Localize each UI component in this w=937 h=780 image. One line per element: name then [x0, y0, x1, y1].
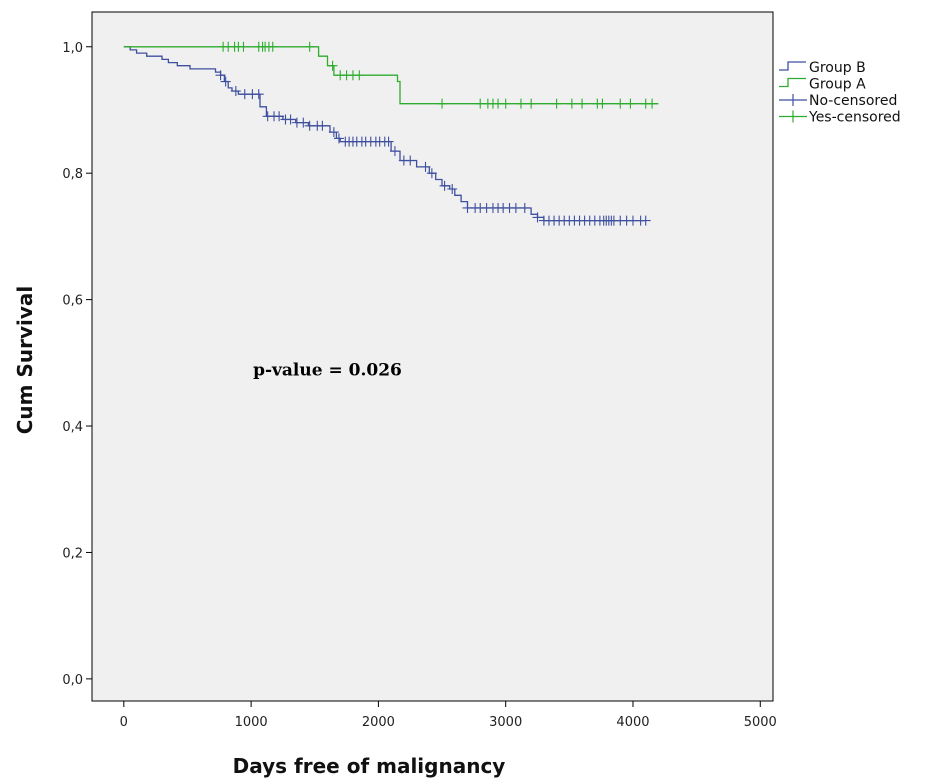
censor-mark	[625, 98, 636, 109]
censor-mark	[328, 127, 339, 138]
censor-mark	[597, 98, 608, 109]
y-tick-label: 0,6	[62, 294, 83, 309]
x-tick-label: 4000	[616, 715, 649, 730]
legend-cross	[779, 94, 807, 106]
plot-area	[91, 11, 774, 702]
legend-swatch	[779, 77, 806, 88]
y-tick-label: 1,0	[62, 41, 83, 56]
y-tick-label: 0,8	[62, 167, 83, 182]
legend-swatch	[779, 61, 806, 71]
y-tick-label: 0,4	[62, 420, 83, 435]
censor-mark	[354, 70, 365, 81]
x-tick-label: 5000	[744, 715, 777, 730]
legend-label: Group B	[809, 60, 866, 76]
x-tick-label: 2000	[362, 715, 395, 730]
censor-mark	[253, 89, 264, 100]
censor-mark	[532, 212, 543, 223]
censor-mark	[267, 41, 278, 52]
censor-mark	[304, 41, 315, 52]
censor-mark	[510, 202, 521, 213]
p-value-annotation: p-value = 0.026	[253, 360, 402, 380]
x-tick-label: 0	[120, 715, 128, 730]
censor-mark	[640, 215, 651, 226]
censor-mark	[526, 98, 537, 109]
legend-label: Group A	[809, 77, 866, 93]
censor-mark	[298, 117, 309, 128]
x-axis-title: Days free of malignancy	[233, 754, 506, 778]
censor-mark	[439, 180, 450, 191]
censor-mark	[437, 98, 448, 109]
censor-mark	[389, 146, 400, 157]
y-tick-label: 0,0	[62, 673, 83, 688]
censor-mark	[515, 98, 526, 109]
censor-mark	[420, 161, 431, 172]
y-tick-label: 0,2	[62, 546, 83, 561]
censor-mark	[274, 111, 285, 122]
censor-mark	[551, 98, 562, 109]
censor-mark	[405, 155, 416, 166]
censor-mark	[500, 98, 511, 109]
censor-mark	[566, 98, 577, 109]
series-line-group-b	[123, 46, 646, 222]
legend-cross	[779, 110, 807, 123]
censor-mark	[615, 98, 626, 109]
series-line-group-a	[123, 46, 659, 105]
axes: 0 1000 2000 3000 4000 5000 0,0 0,2 0,4 0,6 0,8 1,0	[62, 41, 777, 730]
censor-mark	[215, 70, 226, 81]
x-tick-label: 1000	[235, 715, 268, 730]
censor-mark	[519, 202, 530, 213]
censor-mark	[333, 133, 344, 144]
censor-mark	[285, 114, 296, 125]
censor-mark	[647, 98, 658, 109]
censor-mark	[577, 98, 588, 109]
censor-mark	[317, 120, 328, 131]
censor-mark	[327, 60, 338, 71]
legend-label: Yes-censored	[808, 110, 901, 126]
censor-mark	[426, 168, 437, 179]
censor-mark	[230, 86, 241, 97]
censor-mark	[447, 183, 458, 194]
x-tick-label: 3000	[489, 715, 522, 730]
censor-mark	[383, 136, 394, 147]
series-layer	[123, 41, 659, 226]
legend-label: No-censored	[809, 93, 897, 109]
censor-mark	[220, 76, 231, 87]
y-axis-title: Cum Survival	[13, 286, 37, 435]
censor-mark	[238, 41, 249, 52]
